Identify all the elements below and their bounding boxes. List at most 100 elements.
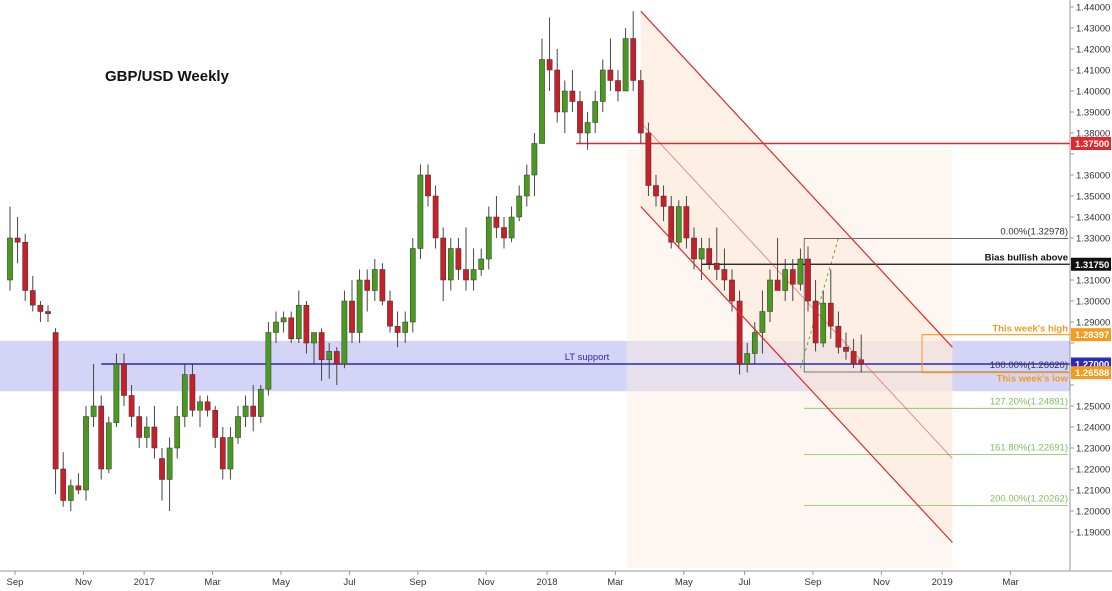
candle-body [516,195,523,218]
candles-layer [7,11,865,511]
candle-body [440,237,447,281]
candle-body [318,332,325,361]
candle-body [22,241,29,291]
x-tick-label: Nov [75,577,92,588]
candle [736,290,743,375]
candle [242,395,249,427]
candle [14,217,21,264]
candle [280,311,287,333]
x-tick-label: May [675,577,693,588]
candle-body [660,195,667,207]
price-flag [1071,328,1111,342]
price-flag [1071,366,1111,380]
candle [425,164,431,207]
candle-body [607,69,614,81]
candle-body [691,237,697,260]
candle [151,406,158,459]
candle [257,385,264,423]
candle [485,206,492,270]
price-flag [1071,137,1111,150]
candle-body [364,279,371,291]
channel-lines-layer [640,10,953,543]
y-tick-label: 1.34000 [1076,213,1110,224]
candle [493,196,500,238]
candle-body [166,447,173,480]
candle [812,280,819,352]
candle [599,59,606,112]
chart-title: GBP/USD Weekly [105,68,229,85]
candle [584,112,591,150]
candle [22,233,29,301]
candle [417,164,424,259]
y-tick-label: 1.21000 [1076,486,1110,497]
candle [303,301,310,354]
candle [159,448,165,501]
candle [577,91,583,144]
candle-body [341,300,348,365]
y-tick-label: 1.35000 [1076,192,1110,203]
candle [721,248,728,291]
candle [843,332,849,360]
candle [660,185,667,222]
candle-body [402,321,409,333]
candle [698,238,705,280]
candle [29,275,36,312]
x-tick-label: Mar [204,577,220,588]
candle [675,200,682,249]
y-tick-label: 1.39000 [1076,108,1110,119]
candle-body [105,422,112,470]
candle [501,217,507,249]
candle [113,353,120,427]
y-tick-label: 1.23000 [1076,444,1110,455]
candle-body [212,409,219,438]
candle [691,227,697,270]
x-tick-label: 2017 [134,577,155,588]
candle [516,185,523,222]
candle-body [181,374,188,417]
candle [212,406,219,448]
candle [128,385,135,427]
candle [98,395,105,480]
candle-body [219,437,226,470]
candle-body [668,206,675,243]
y-tick-label: 1.38000 [1076,129,1110,140]
candle [83,406,89,501]
candle-body [83,416,89,491]
candle-body [371,269,378,291]
candle [759,290,766,354]
x-tick-label: Jul [343,577,355,588]
x-tick-label: 2019 [932,577,953,588]
channel-lower-line [640,206,953,543]
candle [478,248,485,276]
candle [197,395,203,427]
candle-body [729,279,735,302]
candle [789,259,796,301]
candle-body [98,405,105,470]
candle [60,452,67,507]
candle-body [782,269,789,291]
candle-body [394,325,401,333]
candle [523,164,530,207]
candle-body [493,216,500,228]
candle-body [250,405,257,417]
x-tick-label: Sep [805,577,822,588]
candle [356,269,363,343]
candle [447,238,454,291]
candle [653,175,659,207]
candle-body [349,300,355,333]
candle-body [698,248,705,260]
candle [235,406,241,444]
candle-body [599,69,606,102]
candle [364,269,371,312]
candle-body [759,311,766,333]
y-tick-label: 1.20000 [1076,507,1110,518]
fib-label: 200.00%(1.20262) [990,493,1068,504]
candle-body [531,143,538,176]
candle [189,364,196,417]
candle [561,80,568,133]
candle [288,311,295,343]
candle-body [333,351,340,365]
fib-label: 0.00%(1.32978) [1000,226,1068,237]
